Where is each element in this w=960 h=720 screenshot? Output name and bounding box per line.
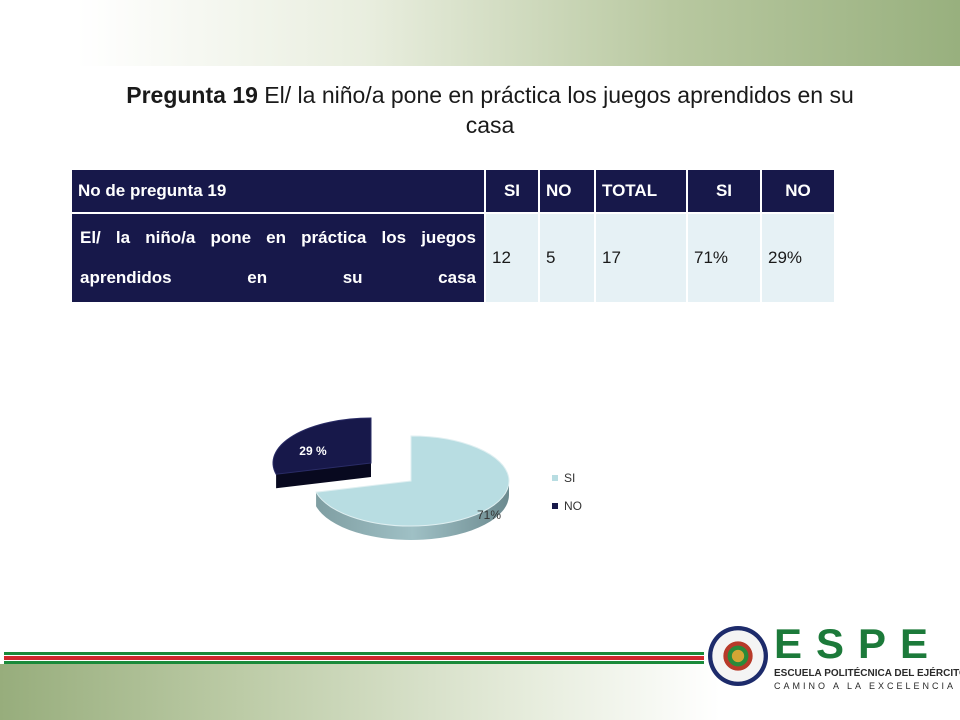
row-label: El/ la niño/a pone en práctica los juego… <box>70 212 486 304</box>
table-header-row: No de pregunta 19 SI NO TOTAL SI NO <box>70 168 836 214</box>
header-no-pct: NO <box>760 168 836 214</box>
logo-letter: E <box>774 620 817 667</box>
cell-si-pct: 71% <box>686 212 762 304</box>
logo-letter: S <box>816 620 859 667</box>
cell-no-pct: 29% <box>760 212 836 304</box>
pie-slice-side <box>316 481 509 540</box>
logo-letter: P <box>858 620 901 667</box>
institution-name: ESCUELA POLITÉCNICA DEL EJÉRCITO <box>774 668 960 679</box>
university-seal-icon <box>708 626 768 686</box>
stripe-green-bottom <box>4 661 704 664</box>
header-question: No de pregunta 19 <box>70 168 486 214</box>
pie-slice-no: 29 % <box>272 417 372 489</box>
header-no: NO <box>538 168 596 214</box>
cell-total: 17 <box>594 212 688 304</box>
legend-swatch-si <box>552 475 558 481</box>
cell-no: 5 <box>538 212 596 304</box>
institution-motto: CAMINO A LA EXCELENCIA <box>774 681 957 691</box>
cell-si: 12 <box>484 212 540 304</box>
footer-stripes <box>0 652 704 664</box>
results-table: No de pregunta 19 SI NO TOTAL SI NO El/ … <box>70 168 836 304</box>
pie-slice-cut <box>276 463 371 489</box>
legend-swatch-no <box>552 503 558 509</box>
espe-letters: ESPE <box>774 622 942 666</box>
data-label-no: 29 % <box>299 444 327 458</box>
stripe-green-top <box>4 652 704 655</box>
header-si-pct: SI <box>686 168 762 214</box>
pie-slice-top <box>272 417 372 475</box>
header-si: SI <box>484 168 540 214</box>
title-question-number: Pregunta 19 <box>126 82 258 108</box>
header-total: TOTAL <box>594 168 688 214</box>
pie-slice-si: 71% <box>315 435 510 540</box>
pie-chart: 29 % 71% SI NO <box>272 417 582 540</box>
stripe-red <box>4 656 704 660</box>
bottom-decorative-band <box>0 664 960 720</box>
data-label-si: 71% <box>477 508 501 522</box>
title-question-text: El/ la niño/a pone en práctica los juego… <box>257 82 854 138</box>
slide-title: Pregunta 19 El/ la niño/a pone en prácti… <box>120 80 860 140</box>
legend-label-no: NO <box>564 499 582 513</box>
table-row: El/ la niño/a pone en práctica los juego… <box>70 212 836 304</box>
pie-slice-top <box>315 435 510 527</box>
espe-logo: ESPE ESCUELA POLITÉCNICA DEL EJÉRCITO CA… <box>700 622 960 694</box>
legend-label-si: SI <box>564 471 575 485</box>
top-decorative-band <box>0 0 960 66</box>
logo-letter: E <box>900 620 943 667</box>
